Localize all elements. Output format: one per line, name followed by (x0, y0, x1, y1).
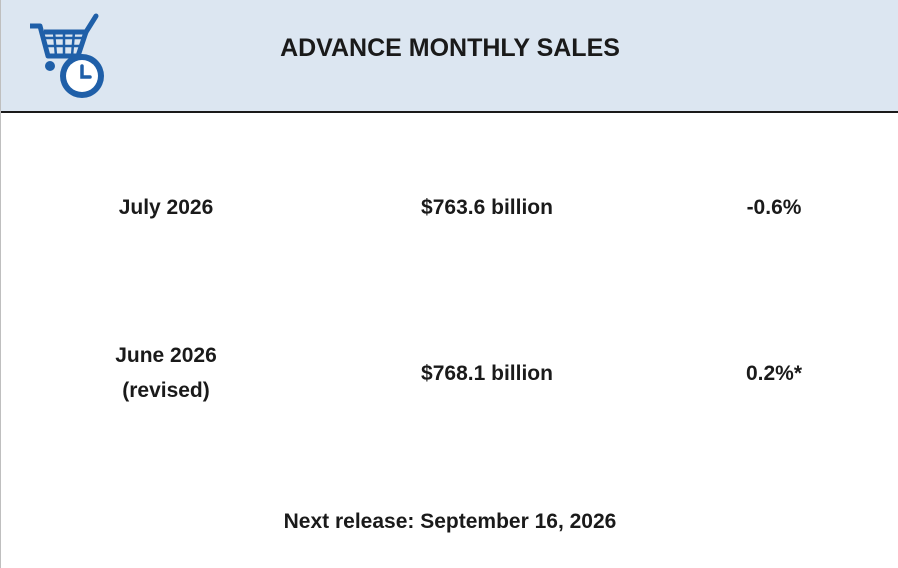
period: June 2026 (revised) (36, 338, 296, 408)
sales-value: $768.1 billion (421, 362, 553, 385)
change: -0.6% (746, 196, 802, 219)
sales-value: $763.6 billion (421, 196, 553, 219)
period-line: June 2026 (115, 344, 217, 367)
next-release: Next release: September 16, 2026 (283, 510, 617, 533)
cart-clock-icon (30, 13, 104, 98)
period: July 2026 (118, 196, 214, 219)
period-line: (revised) (122, 379, 210, 402)
change: 0.2%* (745, 362, 803, 385)
title: ADVANCE MONTHLY SALES (280, 34, 620, 62)
header: ADVANCE MONTHLY SALES (1, 0, 898, 113)
